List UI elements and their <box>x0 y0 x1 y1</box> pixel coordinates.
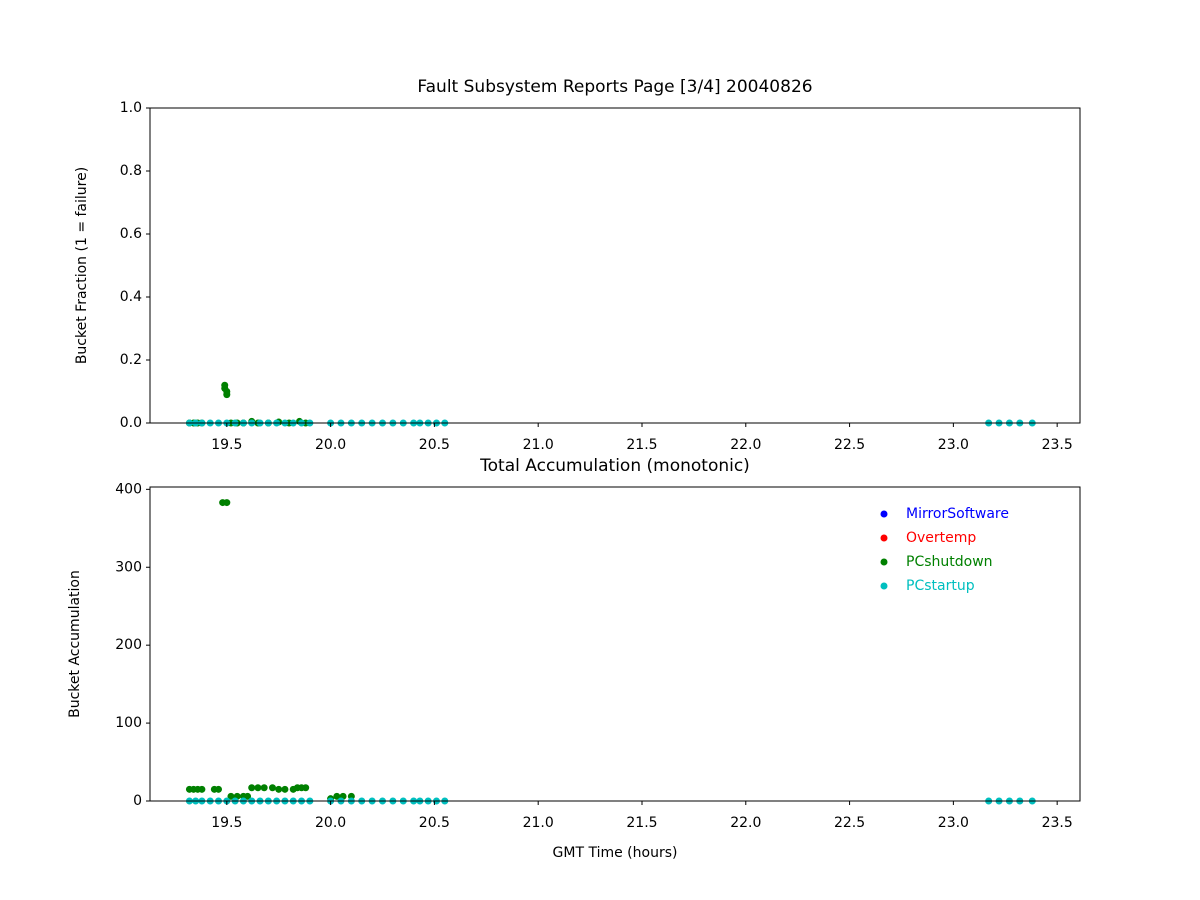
y-tick-label: 0.2 <box>120 352 142 368</box>
data-point <box>248 784 256 792</box>
x-tick-label: 21.5 <box>626 815 657 831</box>
y-axis-label: Bucket Accumulation <box>67 570 83 718</box>
y-tick-label: 400 <box>115 481 142 497</box>
x-tick-label: 20.0 <box>315 815 346 831</box>
chart-title: Fault Subsystem Reports Page [3/4] 20040… <box>417 77 812 97</box>
legend-marker <box>880 558 888 566</box>
data-point <box>260 784 268 792</box>
data-point <box>268 784 276 792</box>
legend-label: PCstartup <box>906 578 975 594</box>
data-point <box>275 785 283 793</box>
data-point <box>333 792 341 800</box>
x-tick-label: 23.0 <box>938 815 969 831</box>
x-tick-label: 21.0 <box>523 815 554 831</box>
x-tick-label: 22.0 <box>730 815 761 831</box>
x-tick-label: 20.0 <box>315 437 346 453</box>
y-tick-label: 0.4 <box>120 289 142 305</box>
x-tick-label: 22.5 <box>834 815 865 831</box>
legend-label: MirrorSoftware <box>906 506 1009 522</box>
y-tick-label: 0.8 <box>120 163 142 179</box>
axes-frame <box>149 486 1081 802</box>
y-tick-label: 0.6 <box>120 226 142 242</box>
legend-marker <box>880 582 888 590</box>
data-point <box>254 784 262 792</box>
x-tick-label: 22.5 <box>834 437 865 453</box>
x-tick-label: 22.0 <box>730 437 761 453</box>
y-axis-label: Bucket Fraction (1 = failure) <box>74 167 90 364</box>
x-tick-label: 23.0 <box>938 437 969 453</box>
y-tick-label: 200 <box>115 637 142 653</box>
data-point <box>244 792 252 800</box>
x-tick-label: 19.5 <box>211 815 242 831</box>
data-point <box>302 784 310 792</box>
legend-label: PCshutdown <box>906 554 993 570</box>
legend-marker <box>880 510 888 518</box>
y-tick-label: 300 <box>115 559 142 575</box>
x-tick-label: 21.0 <box>523 437 554 453</box>
legend-label: Overtemp <box>906 530 976 546</box>
data-point <box>198 785 206 793</box>
data-point <box>223 499 231 507</box>
y-tick-label: 0 <box>133 793 142 809</box>
data-point <box>227 792 235 800</box>
chart-title: Total Accumulation (monotonic) <box>479 456 750 476</box>
data-point <box>215 785 223 793</box>
x-tick-label: 23.5 <box>1042 815 1073 831</box>
y-tick-label: 1.0 <box>120 100 142 116</box>
data-point <box>223 391 231 399</box>
y-tick-label: 0.0 <box>120 415 142 431</box>
data-point <box>281 785 289 793</box>
y-tick-label: 100 <box>115 715 142 731</box>
x-axis-label: GMT Time (hours) <box>553 845 678 861</box>
axes-frame <box>149 107 1081 424</box>
legend-marker <box>880 534 888 542</box>
x-tick-label: 19.5 <box>211 437 242 453</box>
x-tick-label: 21.5 <box>626 437 657 453</box>
x-tick-label: 20.5 <box>419 437 450 453</box>
x-tick-label: 23.5 <box>1042 437 1073 453</box>
x-tick-label: 20.5 <box>419 815 450 831</box>
